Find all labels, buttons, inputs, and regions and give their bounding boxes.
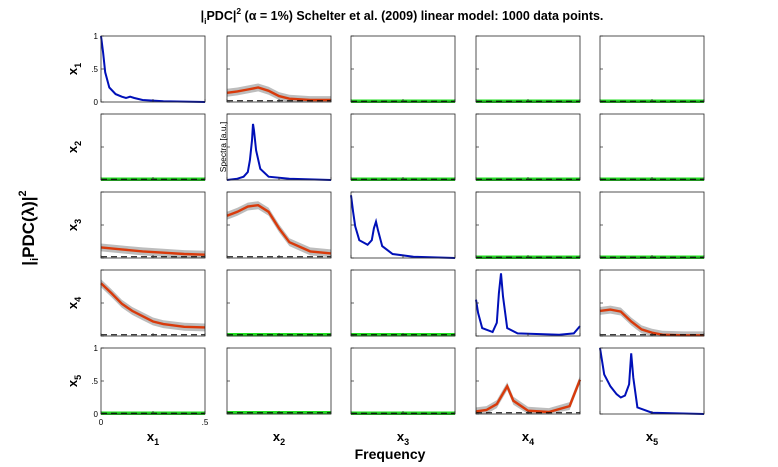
spectrum-line: [350, 195, 456, 259]
panel-background: [227, 348, 331, 414]
svg-text:x3: x3: [65, 219, 83, 231]
panel-4-2: [226, 269, 332, 337]
column-label-x1: x1: [147, 429, 159, 447]
panel-2-2: [226, 113, 332, 181]
panel-1-4: [475, 35, 581, 104]
panel-5-1: 0 .5 1 0 .5 x5 x1: [65, 344, 209, 447]
pdc-line: [100, 282, 206, 329]
panel-5-5: x5: [599, 347, 705, 447]
panel-4-3: [350, 269, 456, 337]
panel-4-5: [599, 269, 705, 337]
x-axis-label: Frequency: [355, 446, 426, 462]
y-tick-label: 1: [94, 344, 99, 353]
panel-background: [600, 348, 704, 414]
y-tick-label: .5: [91, 65, 98, 74]
panel-3-3: [350, 191, 456, 259]
panel-5-4: x4: [475, 347, 582, 447]
svg-text:|iPDC(λ)|2: |iPDC(λ)|2: [17, 190, 41, 265]
spectrum-line: [226, 123, 332, 181]
y-tick-label: 0: [94, 410, 99, 419]
panel-background: [227, 114, 331, 180]
y-tick-label: 0: [94, 98, 99, 107]
panel-background: [101, 114, 205, 180]
panel-background: [600, 270, 704, 336]
svg-text:x5: x5: [65, 375, 83, 387]
panel-5-3: x3: [350, 347, 456, 447]
panel-background: [600, 192, 704, 258]
pdc-line: [100, 246, 206, 256]
y-tick-label: 1: [94, 32, 99, 41]
panel-background: [476, 270, 580, 336]
panel-3-4: [475, 191, 581, 260]
panel-background: [351, 114, 455, 180]
panel-4-1: x4: [65, 269, 206, 337]
spectrum-line: [100, 35, 206, 103]
column-label-x2: x2: [273, 429, 285, 447]
panel-background: [476, 114, 580, 180]
panel-1-3: [350, 35, 456, 104]
row-label-x5: x5: [65, 375, 83, 387]
panel-1-1: 0 .5 1 x1: [65, 32, 206, 107]
panel-background: [351, 270, 455, 336]
pdc-line: [226, 86, 331, 102]
panel-background: [476, 192, 580, 258]
panel-grid: 0 .5 1 x1 x2 x3 x4 0 .5 1 0 .5 x5 x1 x2 x3 x4 x5 Spectra […: [65, 32, 705, 447]
panel-background: [351, 348, 455, 414]
panel-background: [101, 348, 205, 414]
panel-background: [227, 270, 331, 336]
panel-2-1: x2: [65, 113, 206, 182]
panel-background: [101, 36, 205, 102]
y-tick-label: .5: [91, 377, 98, 386]
svg-text:x4: x4: [65, 297, 83, 309]
column-label-x3: x3: [397, 429, 409, 447]
spectra-axis-label: Spectra [a.u.]: [218, 122, 228, 173]
row-label-x3: x3: [65, 219, 83, 231]
panel-2-5: [599, 113, 705, 182]
svg-text:x1: x1: [65, 63, 83, 75]
svg-text:Spectra [a.u.]: Spectra [a.u.]: [218, 122, 228, 173]
y-axis-label: |iPDC(λ)|2: [17, 190, 41, 265]
confidence-band: [600, 305, 704, 336]
spectrum-line: [599, 347, 705, 415]
row-label-x2: x2: [65, 141, 83, 153]
panel-background: [351, 36, 455, 102]
panel-3-2: [226, 191, 332, 259]
panel-2-4: [475, 113, 581, 182]
panel-3-5: [599, 191, 705, 260]
spectrum-line: [475, 273, 581, 336]
x-tick-label: 0: [99, 418, 104, 427]
row-label-x1: x1: [65, 63, 83, 75]
panel-1-5: [599, 35, 705, 104]
x-tick-label: .5: [202, 418, 209, 427]
figure-title: |iPDC|2 (α = 1%) Schelter et al. (2009) …: [201, 6, 604, 26]
panel-background: [351, 192, 455, 258]
panel-background: [600, 36, 704, 102]
pdc-line: [226, 203, 332, 255]
panel-background: [476, 36, 580, 102]
panel-5-2: x2: [226, 347, 332, 447]
panel-4-4: [475, 269, 581, 337]
panel-background: [600, 114, 704, 180]
svg-text:x2: x2: [65, 141, 83, 153]
panel-3-1: x3: [65, 191, 206, 259]
pdc-line: [599, 308, 704, 337]
panel-2-3: [350, 113, 456, 182]
column-label-x4: x4: [522, 429, 534, 447]
row-label-x4: x4: [65, 297, 83, 309]
pdc-line: [475, 379, 582, 414]
panel-1-2: [226, 35, 332, 103]
column-label-x5: x5: [646, 429, 658, 447]
